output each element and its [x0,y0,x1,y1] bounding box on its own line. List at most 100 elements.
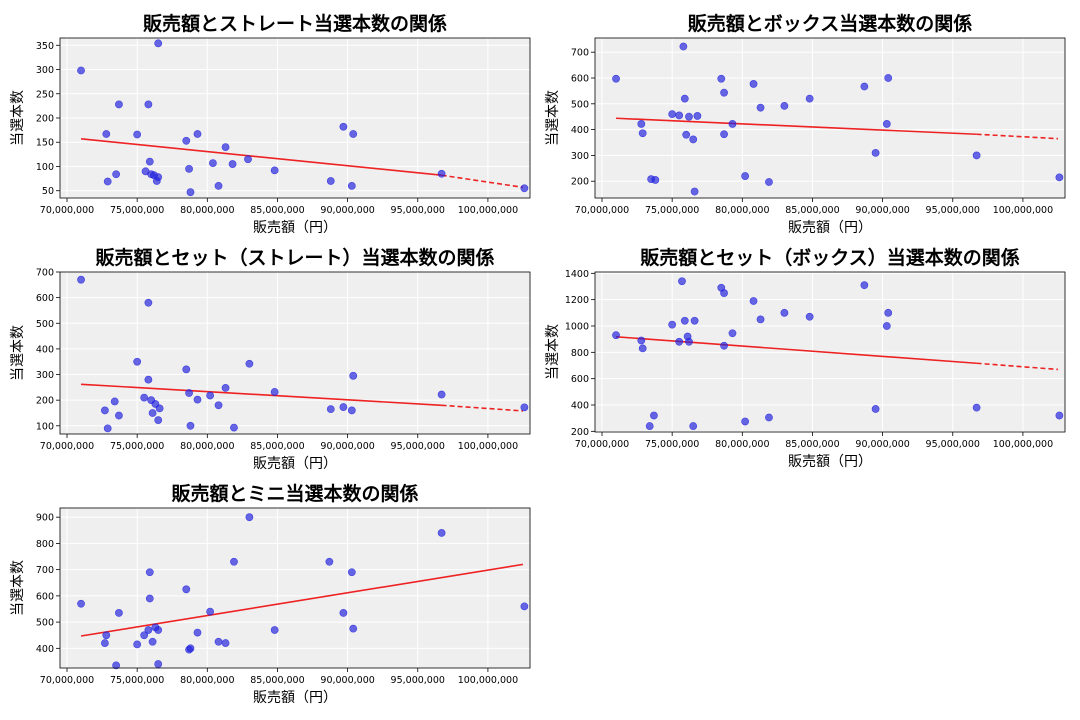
data-point [154,173,163,182]
data-point [520,403,529,412]
y-tick-label: 300 [36,65,54,76]
data-point [270,388,279,396]
data-point [884,308,893,317]
data-point [154,39,163,48]
y-tick-label: 150 [36,138,54,149]
data-point [228,160,237,168]
data-point [103,424,112,433]
data-point [326,177,335,185]
data-point [679,42,688,51]
y-tick-label: 200 [36,396,54,407]
chart-5: 70,000,000 75,000,000 80,000,000 85,000,000… [10,482,531,706]
y-tick-label: 500 [36,618,54,629]
data-point [675,111,684,120]
data-point [133,357,142,366]
data-point [690,316,699,325]
data-point [186,421,195,430]
data-point [221,383,230,392]
x-axis-label: 販売額（円） [788,454,872,470]
data-point [680,316,689,325]
data-point [186,644,195,653]
x-tick-label: 95,000,000 [391,675,445,686]
x-tick-label: 80,000,000 [715,205,769,216]
data-point [741,172,750,180]
x-tick-label: 100,000,000 [458,675,518,686]
data-point [245,513,254,522]
data-point [720,341,728,350]
trend-line [80,383,442,407]
data-point [612,74,620,83]
y-tick-label: 500 [571,99,589,110]
data-point [77,66,85,75]
data-point [221,639,230,647]
data-point [612,331,620,340]
x-tick-label: 85,000,000 [250,675,304,686]
data-point [115,609,123,617]
data-point [140,631,149,640]
y-tick-label: 350 [36,41,54,52]
data-point [728,329,737,338]
x-axis-label: 販売額（円） [253,690,337,706]
data-point [690,187,699,196]
data-point [186,188,195,197]
data-point [347,406,356,415]
x-tick-label: 85,000,000 [785,439,839,450]
trend-line-extension [976,133,1059,140]
y-tick-label: 300 [571,151,589,162]
y-tick-label: 300 [36,370,54,381]
data-point [102,130,111,138]
data-point [112,661,121,670]
data-point [270,166,279,175]
y-tick-label: 800 [36,539,54,550]
x-tick-label: 75,000,000 [110,205,164,216]
trend-line-extension [441,174,524,189]
axes-frame [59,507,531,669]
data-point [193,130,202,138]
data-point [347,568,356,577]
data-point [144,298,153,307]
chart-1: 70,000,000 75,000,000 80,000,000 85,000,000… [10,12,531,236]
x-tick-label: 95,000,000 [926,439,980,450]
data-point [214,401,223,410]
y-tick-label: 500 [36,319,54,330]
y-tick-label: 400 [571,401,589,412]
data-point [728,120,737,128]
y-tick-label: 100 [36,162,54,173]
y-axis-label: 当選本数 [545,90,561,146]
data-point [765,178,773,186]
data-point [339,609,348,617]
data-point [193,628,202,637]
data-point [689,135,698,144]
data-point [325,557,334,566]
data-point [805,94,814,103]
x-tick-label: 75,000,000 [110,441,164,452]
x-tick-label: 85,000,000 [250,205,304,216]
data-point [756,103,765,112]
x-tick-label: 85,000,000 [250,441,304,452]
data-point [145,594,154,603]
data-point [100,639,109,647]
y-tick-label: 200 [36,114,54,125]
trend-line-extension [441,404,524,412]
data-point [349,624,358,633]
x-tick-label: 90,000,000 [320,205,374,216]
data-point [871,148,880,157]
chart-title: 販売額とセット（ストレート）当選本数の関係 [95,246,494,269]
y-axis-label: 当選本数 [10,90,26,146]
data-point [638,129,647,138]
data-point [144,100,153,109]
data-point [214,637,223,646]
data-point [349,130,358,138]
data-point [645,422,654,430]
data-point [680,94,689,103]
x-tick-label: 70,000,000 [40,441,94,452]
y-tick-label: 700 [36,268,54,279]
data-point [972,151,981,160]
x-tick-label: 70,000,000 [40,675,94,686]
data-point [638,344,647,353]
data-point [347,181,356,190]
data-point [148,637,157,646]
x-tick-label: 90,000,000 [320,675,374,686]
data-point [884,74,893,82]
data-point [140,393,149,402]
